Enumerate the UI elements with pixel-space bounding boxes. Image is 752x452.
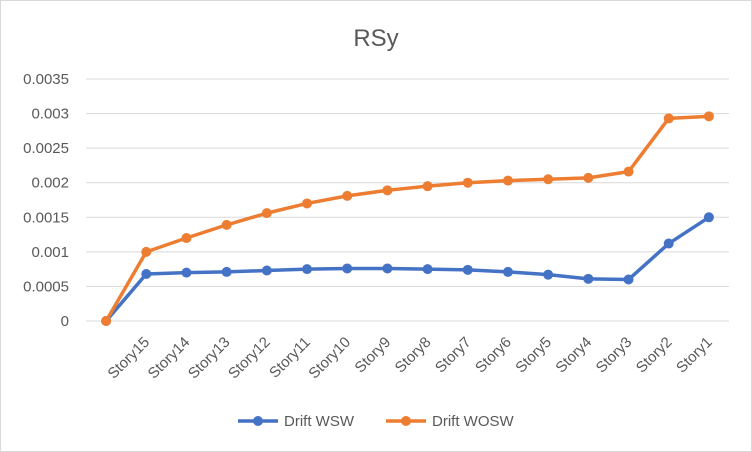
legend-item: Drift WOSW — [386, 413, 514, 430]
data-point — [342, 190, 353, 201]
y-tick-label: 0.001 — [31, 244, 69, 261]
legend-item: Drift WSW — [238, 413, 355, 430]
x-tick-label: Story12 — [225, 334, 274, 383]
data-point — [261, 208, 272, 219]
data-point — [462, 264, 473, 275]
x-tick-label: Story11 — [266, 334, 314, 382]
legend-label: Drift WSW — [284, 413, 355, 430]
x-tick-label: Story8 — [392, 334, 435, 377]
series-line — [104, 215, 711, 323]
gridlines — [86, 78, 729, 322]
data-point — [462, 177, 473, 188]
data-point — [382, 263, 393, 274]
x-tick-label: Story1 — [673, 334, 716, 377]
y-tick-label: 0.002 — [31, 175, 69, 192]
legend-marker — [253, 416, 263, 426]
data-point — [302, 198, 313, 209]
data-point — [422, 264, 433, 275]
series-1 — [101, 111, 714, 326]
data-point — [181, 267, 192, 278]
series-0 — [101, 212, 714, 326]
y-tick-label: 0 — [61, 313, 69, 330]
data-point — [221, 266, 232, 277]
data-point — [261, 265, 272, 276]
data-point — [221, 219, 232, 230]
y-axis-ticks: 0 0.0005 0.001 0.0015 0.002 0.0025 0.003 0.0035 — [23, 71, 69, 330]
data-point — [703, 212, 714, 223]
data-point — [703, 111, 714, 122]
legend: Drift WSW Drift WOSW — [238, 413, 514, 430]
x-tick-label: Story15 — [105, 334, 154, 383]
y-tick-label: 0.0005 — [23, 278, 69, 295]
data-point — [141, 268, 152, 279]
data-point — [422, 181, 433, 192]
x-tick-label: Story7 — [432, 334, 475, 377]
data-point — [543, 174, 554, 185]
x-tick-label: Story9 — [352, 334, 395, 377]
x-tick-label: Story6 — [472, 334, 515, 377]
legend-marker — [401, 416, 411, 426]
data-point — [623, 274, 634, 285]
data-point — [583, 172, 594, 183]
data-point — [583, 273, 594, 284]
x-tick-label: Story2 — [633, 334, 676, 377]
x-axis-ticks: Story15Story14Story13Story12Story11Story… — [105, 334, 716, 383]
data-point — [342, 263, 353, 274]
data-point — [101, 316, 112, 326]
legend-label: Drift WOSW — [432, 413, 514, 430]
series-group — [101, 111, 714, 326]
data-point — [623, 166, 634, 177]
data-point — [663, 113, 674, 124]
series-line — [104, 114, 711, 323]
data-point — [502, 266, 513, 277]
chart-title: RSy — [353, 25, 398, 52]
y-tick-label: 0.003 — [31, 106, 69, 123]
data-point — [382, 185, 393, 196]
data-point — [181, 233, 192, 244]
x-tick-label: Story3 — [593, 334, 636, 377]
y-tick-label: 0.0025 — [23, 140, 69, 157]
x-tick-label: Story13 — [185, 334, 234, 383]
x-tick-label: Story10 — [305, 334, 354, 383]
y-tick-label: 0.0015 — [23, 209, 69, 226]
data-point — [543, 269, 554, 280]
data-point — [663, 238, 674, 249]
data-point — [502, 175, 513, 186]
x-tick-label: Story14 — [145, 334, 194, 383]
data-point — [302, 264, 313, 275]
x-tick-label: Story5 — [512, 334, 555, 377]
y-tick-label: 0.0035 — [23, 71, 69, 88]
data-point — [141, 246, 152, 257]
x-tick-label: Story4 — [552, 334, 595, 377]
